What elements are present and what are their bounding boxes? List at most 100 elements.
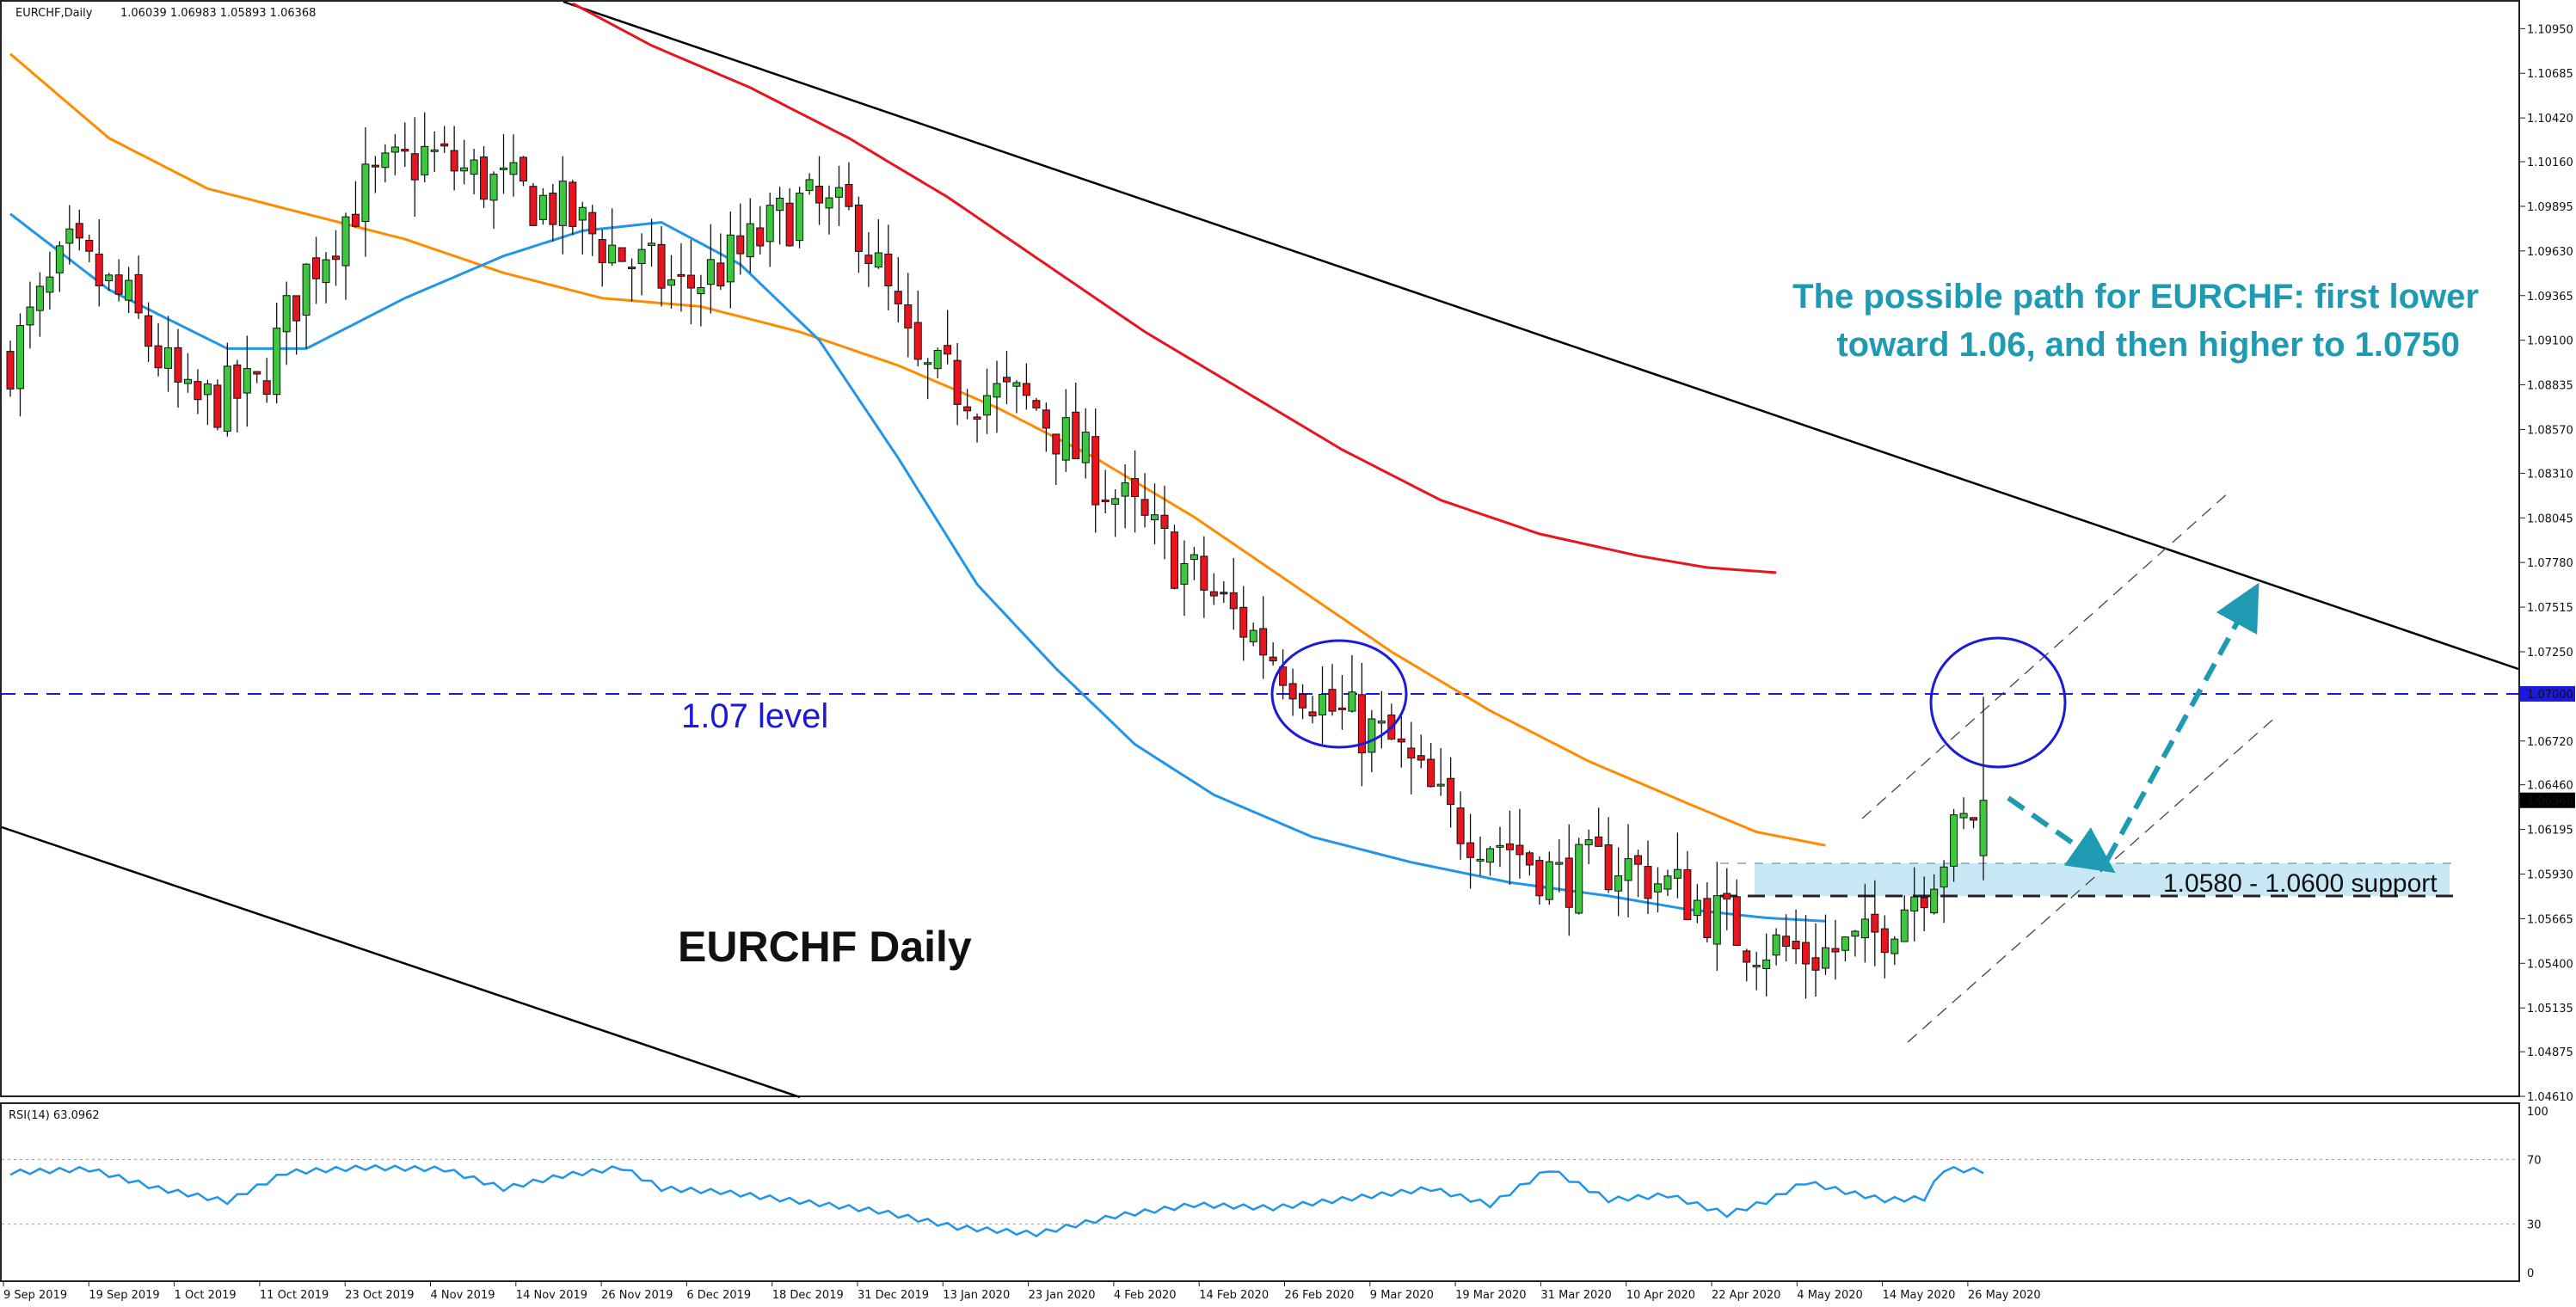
price-tick-label: 1.05930 xyxy=(2527,868,2573,881)
candle-body xyxy=(253,371,261,375)
price-tick-label: 1.06460 xyxy=(2527,780,2573,793)
candle-body xyxy=(75,223,83,239)
candle-body xyxy=(716,262,725,287)
candle-body xyxy=(450,150,458,172)
candle-body xyxy=(1871,913,1879,933)
candle-body xyxy=(1950,814,1958,867)
rsi-tick-label: 0 xyxy=(2527,1267,2534,1280)
date-tick-label: 26 Feb 2020 xyxy=(1285,1289,1355,1302)
price-tick-label: 1.05135 xyxy=(2527,1003,2573,1016)
candle-body xyxy=(1811,957,1820,971)
candle-body xyxy=(1723,893,1731,900)
candle-body xyxy=(549,192,557,225)
candle-body xyxy=(134,273,143,314)
rejection-circle-feb xyxy=(1270,639,1408,749)
candle-body xyxy=(1200,555,1208,591)
date-tick-label: 9 Mar 2020 xyxy=(1370,1289,1434,1302)
price-tick-label: 1.09100 xyxy=(2527,335,2573,348)
candle-body xyxy=(805,179,814,191)
candle-body xyxy=(1979,800,1988,856)
candle-body xyxy=(183,378,192,384)
price-tick-label: 1.08045 xyxy=(2527,512,2573,525)
candle-body xyxy=(973,416,981,420)
candle-body xyxy=(1337,707,1346,710)
candle-body xyxy=(1151,514,1159,521)
candle-body xyxy=(1447,777,1455,806)
main-pane[interactable] xyxy=(0,0,2520,1097)
candle-body xyxy=(144,315,153,347)
rsi-line xyxy=(9,1163,1984,1238)
candle-body xyxy=(1762,959,1771,969)
current-price-tag xyxy=(2520,792,2575,808)
price-axis[interactable]: 1.10950 1.10685 1.10420 1.10160 1.09895 1.096… xyxy=(2519,23,2575,1104)
candle-body xyxy=(776,197,784,212)
upper-trendline xyxy=(563,0,2519,671)
candle-body xyxy=(410,153,419,181)
candle-body xyxy=(1732,896,1741,946)
candle-body xyxy=(1357,694,1366,754)
candle-body xyxy=(618,247,626,262)
candle-body xyxy=(598,239,606,263)
candle-body xyxy=(243,368,251,394)
rejection-circle-may xyxy=(1929,636,2067,769)
candle-body xyxy=(26,306,34,326)
level-label: 1.07 level xyxy=(681,697,828,735)
support-label: 1.0580 - 1.0600 support xyxy=(2163,869,2438,898)
candle-body xyxy=(1535,860,1544,897)
candle-body xyxy=(1160,514,1169,529)
candle-body xyxy=(1299,694,1307,709)
candle-body xyxy=(746,223,754,258)
date-tick-label: 10 Apr 2020 xyxy=(1626,1289,1695,1302)
candle-body xyxy=(1417,755,1425,761)
candle-body xyxy=(194,381,202,401)
candle-body xyxy=(1624,858,1632,881)
candle-body xyxy=(924,362,932,365)
candle-body xyxy=(1288,683,1297,700)
candle-body xyxy=(1900,909,1909,942)
candle-body xyxy=(1319,693,1327,715)
date-tick-label: 14 Nov 2019 xyxy=(516,1289,587,1302)
candle-body xyxy=(1653,883,1662,893)
candle-body xyxy=(1663,875,1672,890)
date-axis[interactable]: 9 Sep 2019 19 Sep 2019 1 Oct 2019 11 Oct 20… xyxy=(3,1281,2041,1302)
candle-body xyxy=(538,194,547,220)
candle-body xyxy=(1752,964,1761,967)
candle-body xyxy=(35,285,44,311)
candle-body xyxy=(578,206,587,221)
rsi-pane[interactable] xyxy=(0,1102,2520,1282)
candle-body xyxy=(470,159,478,175)
price-tick-label: 1.10420 xyxy=(2527,113,2573,126)
candle-body xyxy=(302,263,310,316)
candle-body xyxy=(825,197,833,209)
ma-50-line xyxy=(9,212,1826,923)
candle-body xyxy=(1052,433,1061,455)
price-tick-label: 1.07780 xyxy=(2527,557,2573,570)
candle-body xyxy=(1821,947,1829,969)
candle-body xyxy=(1061,417,1070,461)
candle-body xyxy=(1604,844,1613,891)
candle-body xyxy=(1505,843,1514,850)
date-tick-label: 4 Feb 2020 xyxy=(1114,1289,1177,1302)
candle-body xyxy=(292,295,301,322)
candle-body xyxy=(736,235,745,255)
candle-body xyxy=(312,257,321,279)
price-tick-label: 1.08310 xyxy=(2527,468,2573,481)
candle-body xyxy=(884,253,893,286)
candle-body xyxy=(1515,844,1524,856)
symbol-label: EURCHF,Daily xyxy=(15,7,93,20)
date-tick-label: 19 Mar 2020 xyxy=(1455,1289,1526,1302)
candle-body xyxy=(677,273,685,277)
price-tick-label: 1.04875 xyxy=(2527,1046,2573,1059)
rsi-axis[interactable]: 100 70 30 0 xyxy=(2527,1106,2548,1280)
candle-body xyxy=(95,253,103,286)
candle-body xyxy=(1259,628,1268,656)
chart-title: EURCHF Daily xyxy=(678,923,972,971)
price-tick-label: 1.06195 xyxy=(2527,825,2573,838)
ma-200-line xyxy=(572,2,1777,574)
candle-body xyxy=(1555,862,1564,865)
candle-body xyxy=(944,345,952,355)
candle-body xyxy=(1683,869,1692,921)
candle-body xyxy=(164,347,173,369)
candle-body xyxy=(815,186,824,204)
